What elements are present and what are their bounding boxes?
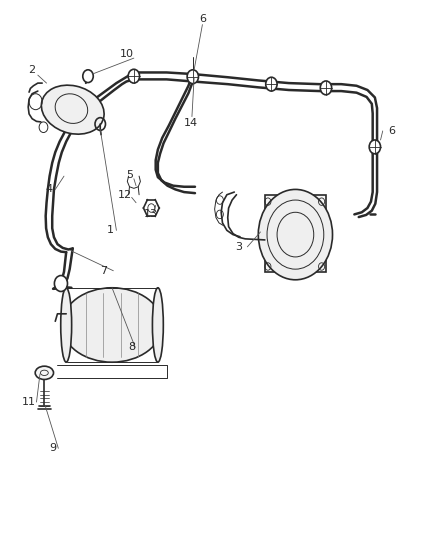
Text: 1: 1 [106,225,113,236]
Ellipse shape [35,366,53,379]
Text: 2: 2 [28,65,35,75]
Text: 3: 3 [235,242,242,252]
Text: 7: 7 [100,266,107,276]
Circle shape [258,189,332,280]
Text: 12: 12 [118,190,132,200]
Text: 6: 6 [199,14,206,25]
Circle shape [187,70,198,84]
Text: 11: 11 [22,397,36,407]
Circle shape [128,69,140,83]
Circle shape [320,81,332,95]
Text: 5: 5 [126,170,133,180]
Circle shape [266,77,277,91]
Circle shape [83,70,93,83]
Circle shape [54,276,67,292]
Text: 8: 8 [128,342,135,352]
Text: 14: 14 [184,118,198,128]
Circle shape [369,140,381,154]
Text: 13: 13 [145,209,158,220]
Ellipse shape [62,288,162,362]
FancyBboxPatch shape [265,195,326,272]
Text: 6: 6 [388,126,395,136]
Text: 4: 4 [45,184,52,195]
Text: 10: 10 [120,49,134,59]
Ellipse shape [61,288,72,362]
Text: 9: 9 [49,443,57,453]
Ellipse shape [152,288,163,362]
Ellipse shape [41,85,104,134]
